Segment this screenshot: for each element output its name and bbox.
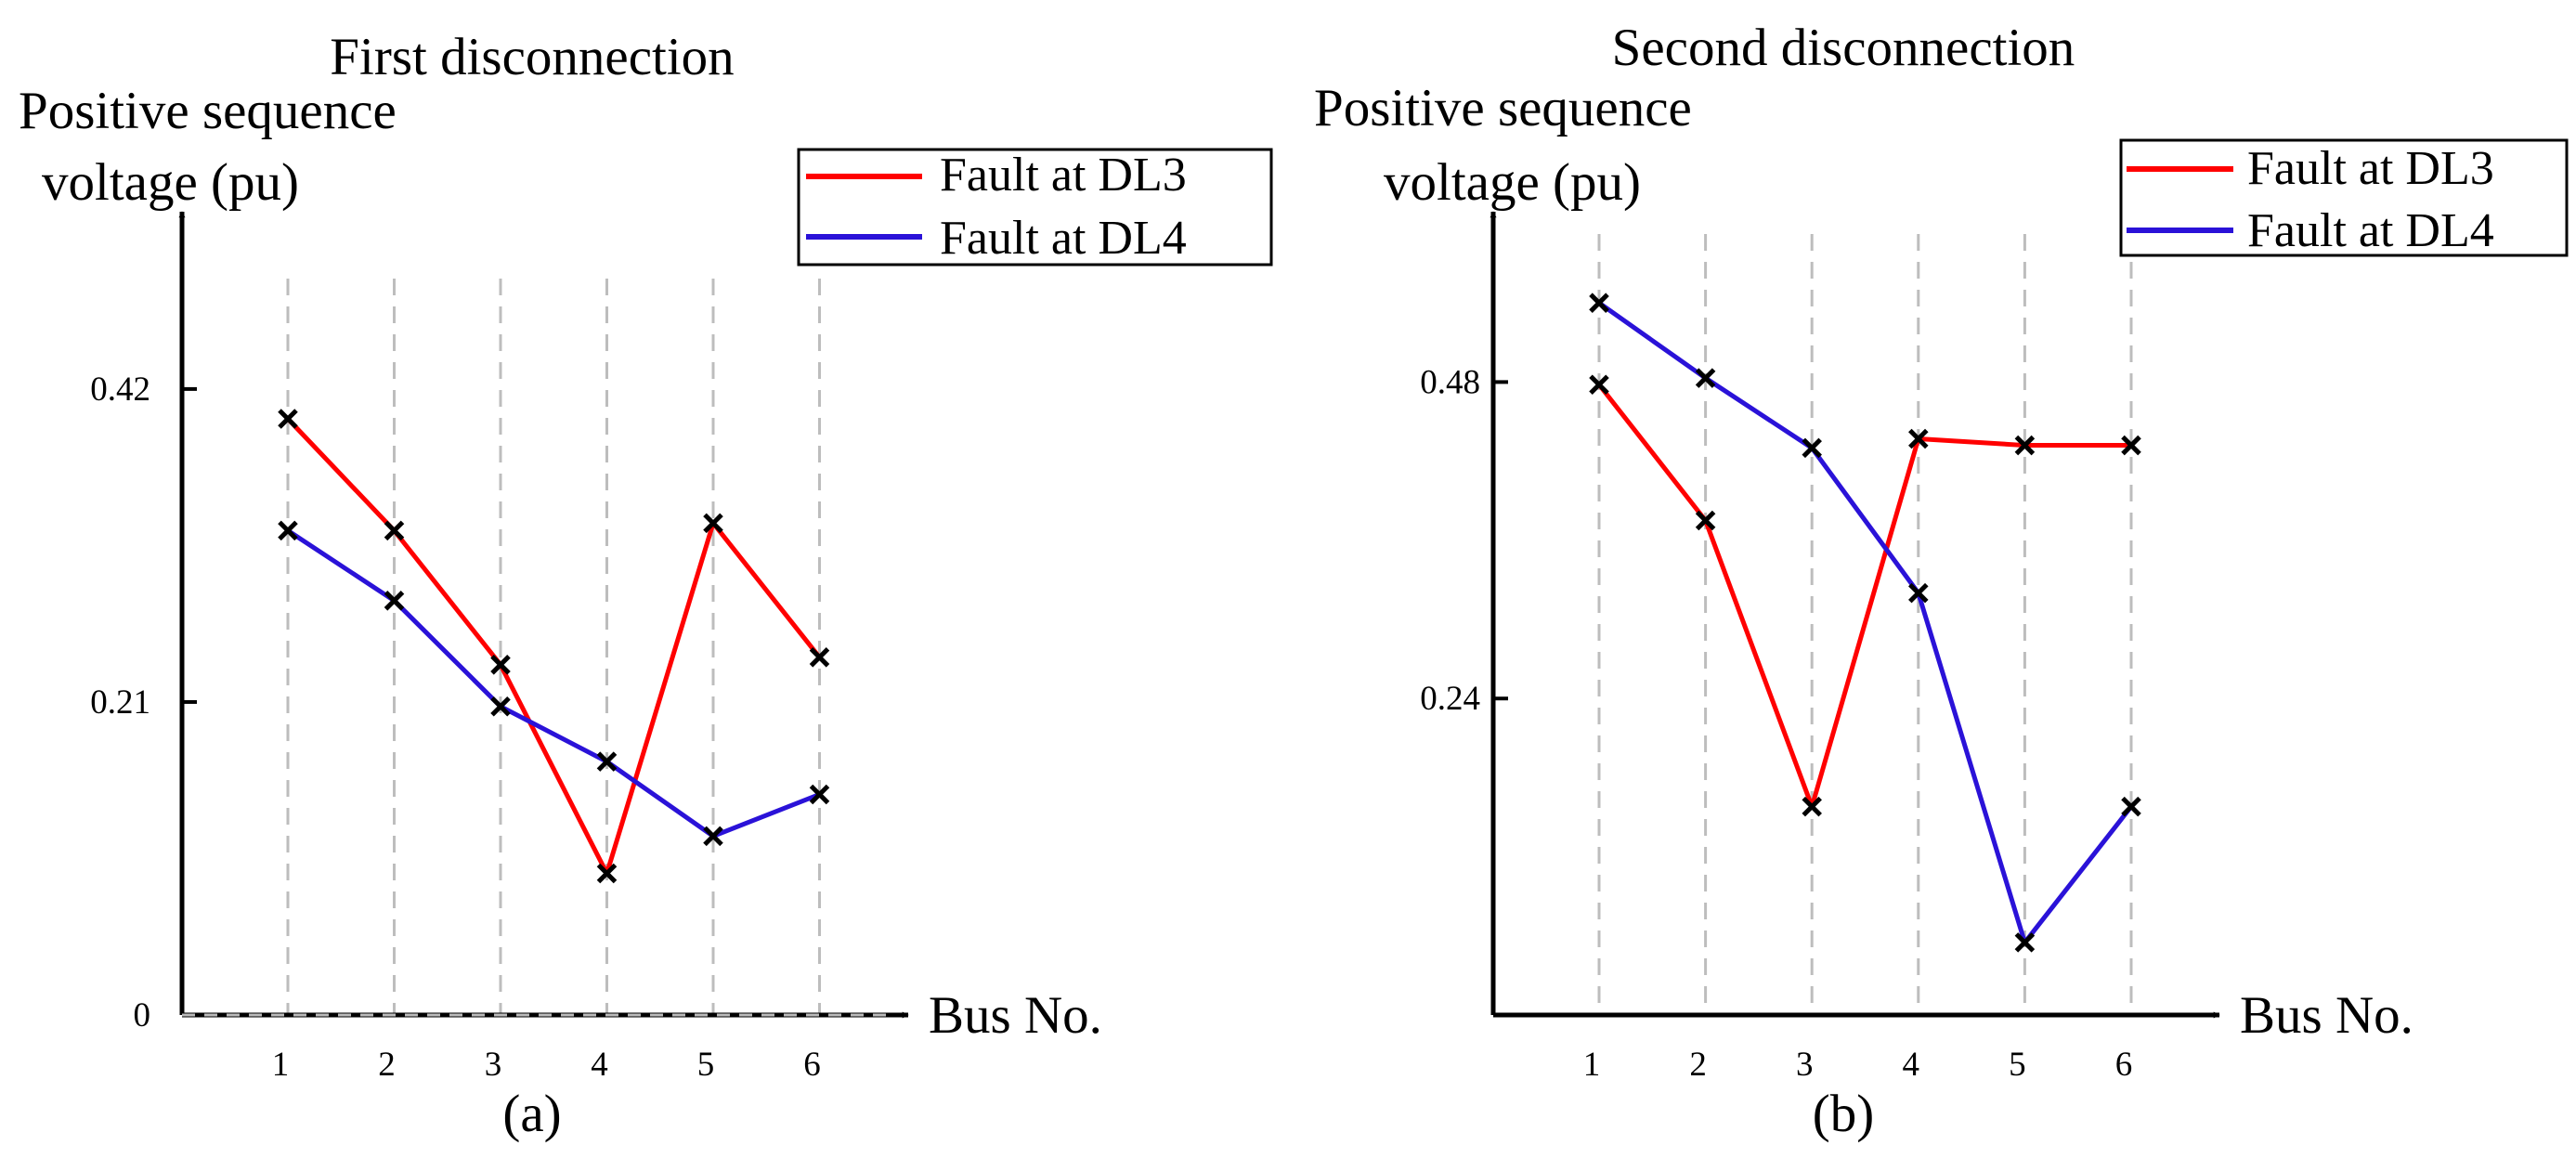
y-axis-label-line1: Positive sequence xyxy=(1314,79,1692,137)
data-point-marker xyxy=(490,655,511,675)
y-tick-label: 0.21 xyxy=(90,683,150,722)
x-tick-label: 2 xyxy=(1689,1046,1707,1084)
data-point-marker xyxy=(384,591,405,611)
series-line-dl4 xyxy=(286,528,821,839)
x-tick-label: 3 xyxy=(1796,1046,1814,1084)
x-tick-label: 3 xyxy=(485,1046,502,1084)
chart-title: Second disconnection xyxy=(1612,19,2075,77)
series-line-dl3 xyxy=(286,417,822,877)
subcaption: (a) xyxy=(502,1085,561,1143)
data-point-marker xyxy=(2014,435,2036,456)
data-point-marker xyxy=(809,647,830,668)
x-tick-label: 4 xyxy=(1903,1046,1920,1084)
data-point-marker xyxy=(703,826,723,847)
legend-box xyxy=(797,148,1273,267)
data-point-marker xyxy=(1802,437,1822,459)
y-axis-label-line1: Positive sequence xyxy=(19,82,397,140)
data-point-marker xyxy=(2121,796,2141,817)
data-point-marker xyxy=(1589,374,1609,396)
x-tick-label: 4 xyxy=(591,1046,608,1084)
x-tick-label: 2 xyxy=(378,1046,396,1084)
vertical-gridlines xyxy=(286,279,821,1015)
y-axis-ticks: 0 0.21 0.42 xyxy=(90,371,197,1034)
legend-label-dl3: Fault at DL3 xyxy=(940,149,1187,202)
data-point-marker xyxy=(1589,293,1609,313)
data-point-marker xyxy=(1908,582,1929,604)
data-point-marker xyxy=(1802,796,1822,817)
y-axis-label-line2: voltage (pu) xyxy=(42,153,299,212)
data-point-marker xyxy=(278,409,298,429)
series-line-dl3 xyxy=(1597,383,2131,810)
x-tick-label: 1 xyxy=(272,1046,290,1084)
y-tick-label: 0.42 xyxy=(90,371,150,409)
legend: Fault at DL3 Fault at DL4 xyxy=(797,148,1273,267)
data-point-marker xyxy=(490,696,511,717)
data-point-marker xyxy=(596,863,618,884)
y-tick-label: 0.24 xyxy=(1420,680,1480,718)
x-axis-label: Bus No. xyxy=(929,986,1102,1045)
data-point-marker xyxy=(384,520,405,541)
vertical-gridlines xyxy=(1597,234,2133,1015)
y-tick-label: 0 xyxy=(134,996,151,1034)
x-tick-label: 6 xyxy=(803,1046,821,1084)
data-point-marker xyxy=(2014,932,2036,953)
legend-box xyxy=(2119,138,2569,257)
y-axis-ticks: 0.24 0.48 xyxy=(1420,363,1508,718)
data-point-marker xyxy=(1695,368,1716,388)
data-point-marker xyxy=(278,520,298,541)
data-point-marker xyxy=(1695,510,1716,531)
data-point-marker xyxy=(1908,428,1929,449)
chart-panel-a: First disconnection Positive sequence vo… xyxy=(19,28,1273,1143)
legend: Fault at DL3 Fault at DL4 xyxy=(2119,138,2569,257)
y-axis-label-line2: voltage (pu) xyxy=(1384,153,1641,212)
chart-title: First disconnection xyxy=(330,28,734,86)
data-point-marker xyxy=(809,784,830,805)
y-tick-label: 0.48 xyxy=(1420,363,1480,401)
legend-label-dl3: Fault at DL3 xyxy=(2247,142,2494,195)
chart-panel-b: Second disconnection Positive sequence v… xyxy=(1314,19,2569,1143)
x-axis-ticks: 1 2 3 4 5 6 xyxy=(272,1046,821,1084)
data-point-marker xyxy=(2121,435,2141,456)
x-tick-label: 5 xyxy=(2009,1046,2026,1084)
subcaption: (b) xyxy=(1813,1085,1874,1143)
x-axis-ticks: 1 2 3 4 5 6 xyxy=(1583,1046,2133,1084)
data-point-marker xyxy=(703,513,723,534)
x-tick-label: 5 xyxy=(697,1046,715,1084)
legend-label-dl4: Fault at DL4 xyxy=(2247,204,2494,257)
x-tick-label: 6 xyxy=(2115,1046,2133,1084)
x-tick-label: 1 xyxy=(1583,1046,1601,1084)
legend-label-dl4: Fault at DL4 xyxy=(940,212,1187,265)
x-axis-label: Bus No. xyxy=(2240,986,2413,1045)
series-line-dl4 xyxy=(1597,301,2133,945)
data-point-marker xyxy=(596,751,618,772)
